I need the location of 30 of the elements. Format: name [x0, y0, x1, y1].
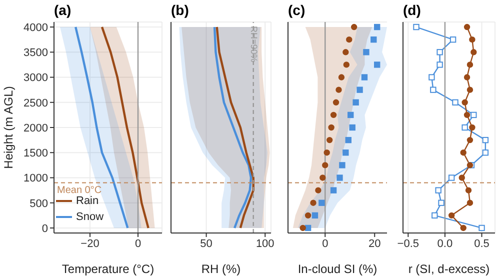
chart-title: (b) — [171, 2, 189, 18]
y-tick-label: 4000 — [24, 22, 48, 34]
chart-title: (d) — [403, 2, 421, 18]
x-tick-label: 0.0 — [437, 238, 453, 250]
y-axis-title: Height (m AGL) — [1, 86, 16, 169]
x-axis-title: r (SI, d-excess) — [408, 262, 490, 276]
ref-line-label: Mean 0°C — [57, 184, 102, 196]
y-tick-label: 0 — [42, 222, 48, 235]
x-tick-label: 100 — [256, 238, 274, 250]
chart-title: (c) — [288, 2, 306, 18]
chart-title: (a) — [54, 2, 72, 18]
x-tick-label: −0.5 — [397, 238, 420, 250]
y-tick-label: 2000 — [24, 122, 48, 134]
y-tick-label: 1500 — [24, 148, 48, 160]
x-tick-label: 20 — [368, 238, 381, 250]
y-tick-label: 1000 — [24, 172, 48, 185]
x-tick-label: 0.5 — [474, 238, 490, 250]
y-tick-label: 2500 — [24, 97, 48, 110]
y-tick-label: 3000 — [24, 72, 48, 84]
y-tick-label: 500 — [30, 198, 48, 210]
x-tick-label: 0 — [322, 238, 328, 250]
legend-label: Rain — [76, 194, 99, 207]
x-axis-title: Temperature (°C) — [62, 262, 154, 276]
x-tick-label: 0 — [134, 238, 142, 250]
x-axis-title: RH (%) — [201, 262, 241, 276]
legend-label: Snow — [76, 210, 104, 223]
x-tick-label: −20 — [80, 238, 100, 250]
x-tick-label: 50 — [200, 238, 212, 250]
x-axis-title: In-cloud SI (%) — [298, 262, 378, 276]
y-tick-label: 3500 — [24, 47, 48, 60]
